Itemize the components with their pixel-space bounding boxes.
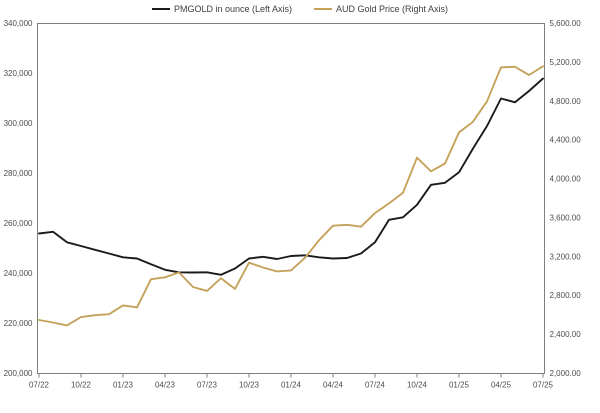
right-axis-tick-label: 4,000.00 [550,175,582,184]
x-axis-tick-label: 04/25 [491,381,512,390]
right-axis-tick-label: 2,400.00 [550,330,582,339]
right-axis-tick-label: 3,600.00 [550,213,582,222]
legend-item-aud-gold: AUD Gold Price (Right Axis) [314,4,448,14]
left-axis-tick-label: 280,000 [4,169,33,178]
x-axis-tick-label: 01/25 [449,381,470,390]
right-axis-tick-label: 4,800.00 [550,97,582,106]
pmgold-line [38,77,544,276]
x-axis-tick-label: 01/24 [281,381,302,390]
right-axis-tick-label: 4,400.00 [550,136,582,145]
right-axis-tick-label: 5,200.00 [550,58,582,67]
legend-label-aud-gold: AUD Gold Price (Right Axis) [336,4,449,14]
left-axis-tick-label: 260,000 [4,219,33,228]
left-axis-tick-label: 300,000 [4,119,33,128]
x-axis-tick-label: 10/22 [71,381,92,390]
aud-gold-line-swatch [314,8,332,10]
left-axis-tick-label: 200,000 [4,369,33,378]
x-axis-tick-label: 07/23 [197,381,218,390]
chart-legend: PMGOLD in ounce (Left Axis) AUD Gold Pri… [0,4,600,14]
left-axis-tick-label: 320,000 [4,69,33,78]
x-axis-tick-label: 07/22 [29,381,50,390]
x-axis-tick-label: 10/23 [239,381,260,390]
x-axis-tick-label: 04/23 [155,381,176,390]
x-axis-tick-label: 04/24 [323,381,344,390]
left-axis-tick-label: 240,000 [4,269,33,278]
aud-gold-price-line [38,65,544,327]
left-axis-tick-label: 340,000 [4,19,33,28]
right-axis-tick-label: 2,000.00 [550,369,582,378]
pmgold-line-swatch [151,8,170,10]
right-axis-tick-label: 5,600.00 [550,19,582,28]
x-axis-tick-label: 10/24 [407,381,428,390]
plot-border [37,23,545,374]
right-axis-tick-label: 3,200.00 [550,252,582,261]
legend-label-pmgold: PMGOLD in ounce (Left Axis) [173,4,292,14]
x-axis-tick-label: 07/25 [533,381,554,390]
x-axis-tick-label: 07/24 [365,381,386,390]
right-axis-tick-label: 2,800.00 [550,291,582,300]
x-axis-tick-label: 01/23 [113,381,134,390]
left-axis-tick-label: 220,000 [4,319,33,328]
legend-item-pmgold: PMGOLD in ounce (Left Axis) [151,4,292,14]
